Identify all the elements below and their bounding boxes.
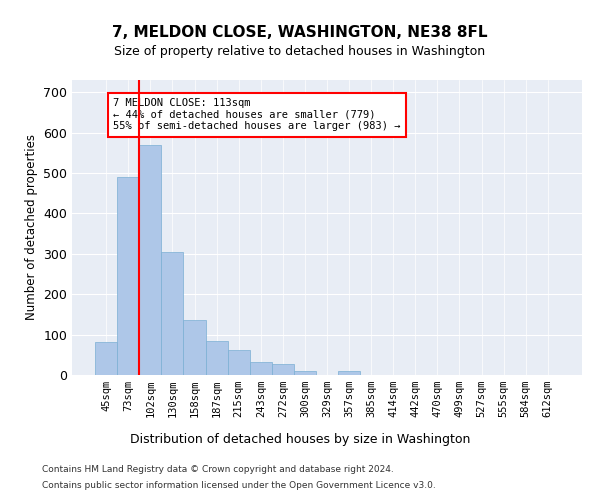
Bar — [206, 340, 227, 375]
Y-axis label: Number of detached properties: Number of detached properties — [25, 134, 38, 320]
Bar — [139, 146, 161, 375]
Bar — [227, 350, 250, 375]
Bar — [272, 364, 294, 375]
Text: 7 MELDON CLOSE: 113sqm
← 44% of detached houses are smaller (779)
55% of semi-de: 7 MELDON CLOSE: 113sqm ← 44% of detached… — [113, 98, 400, 132]
Text: 7, MELDON CLOSE, WASHINGTON, NE38 8FL: 7, MELDON CLOSE, WASHINGTON, NE38 8FL — [112, 25, 488, 40]
Bar — [161, 252, 184, 375]
Bar — [338, 371, 360, 375]
Bar — [250, 362, 272, 375]
Text: Distribution of detached houses by size in Washington: Distribution of detached houses by size … — [130, 432, 470, 446]
Text: Size of property relative to detached houses in Washington: Size of property relative to detached ho… — [115, 45, 485, 58]
Bar — [184, 320, 206, 375]
Bar — [117, 178, 139, 375]
Text: Contains public sector information licensed under the Open Government Licence v3: Contains public sector information licen… — [42, 480, 436, 490]
Bar — [294, 371, 316, 375]
Text: Contains HM Land Registry data © Crown copyright and database right 2024.: Contains HM Land Registry data © Crown c… — [42, 466, 394, 474]
Bar — [95, 342, 117, 375]
